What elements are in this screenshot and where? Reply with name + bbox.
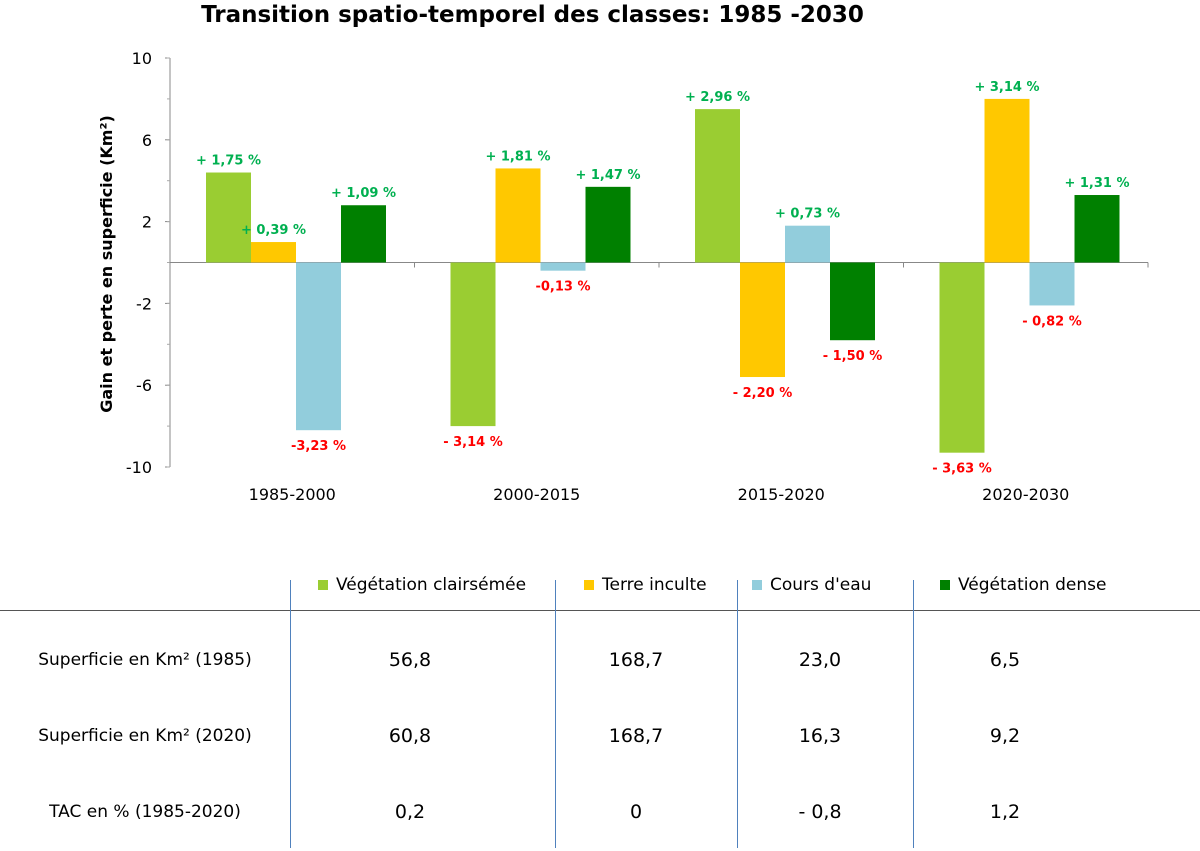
bar <box>585 186 631 263</box>
table-cell: 23,0 <box>798 649 842 671</box>
x-tick-label: 2020-2030 <box>982 485 1069 504</box>
legend-item: Terre inculte <box>584 572 707 598</box>
table-cell: - 0,8 <box>798 801 842 823</box>
data-label: + 1,47 % <box>575 168 640 183</box>
legend-item: Végétation clairsémée <box>318 572 526 598</box>
table-cell: 16,3 <box>798 725 842 747</box>
bar <box>296 262 341 431</box>
legend-swatch <box>584 580 594 590</box>
data-label: - 3,14 % <box>443 435 503 450</box>
legend-swatch <box>940 580 950 590</box>
data-label: + 1,81 % <box>485 149 550 164</box>
y-tick-label: 2 <box>142 213 152 232</box>
bar <box>206 172 251 263</box>
chart-title: Transition spatio-temporel des classes: … <box>201 2 864 28</box>
table-cell: 0,2 <box>394 801 426 823</box>
legend-item: Cours d'eau <box>752 572 871 598</box>
data-label: + 0,39 % <box>241 223 306 238</box>
data-label: + 1,31 % <box>1064 176 1129 191</box>
legend-item: Végétation dense <box>940 572 1106 598</box>
legend-swatch <box>752 580 762 590</box>
table-cell: 9,2 <box>989 725 1021 747</box>
y-tick-label: -2 <box>136 294 152 313</box>
table-column-separator <box>555 580 556 848</box>
x-tick-label: 2000-2015 <box>493 485 580 504</box>
data-label: - 1,50 % <box>823 349 883 364</box>
table-row-label: Superficie en Km² (2020) <box>38 726 252 746</box>
data-label: + 1,75 % <box>196 154 261 169</box>
legend-label: Végétation dense <box>958 575 1107 595</box>
data-label: - 2,20 % <box>733 386 793 401</box>
data-label: + 1,09 % <box>331 186 396 201</box>
legend-label: Cours d'eau <box>770 575 872 595</box>
table-cell: 60,8 <box>388 725 432 747</box>
bar <box>785 225 830 263</box>
bar <box>830 262 875 341</box>
data-label: + 2,96 % <box>685 90 750 105</box>
y-tick-label: -10 <box>126 458 152 477</box>
table-column-separator <box>913 580 914 848</box>
data-label: + 3,14 % <box>974 80 1039 95</box>
table-cell: 168,7 <box>608 649 664 671</box>
bar <box>450 262 496 427</box>
bar <box>740 262 785 378</box>
legend-label: Végétation clairsémée <box>336 575 527 595</box>
data-label: + 0,73 % <box>775 207 840 222</box>
bar <box>251 242 296 263</box>
table-column-separator <box>737 580 738 848</box>
x-tick-label: 1985-2000 <box>249 485 336 504</box>
y-tick-label: 6 <box>142 131 152 150</box>
data-label: - 3,63 % <box>932 462 992 477</box>
bar <box>984 98 1030 263</box>
y-tick-label: 10 <box>132 49 152 68</box>
table-cell: 0 <box>629 801 643 823</box>
bar <box>540 262 586 271</box>
table-row-label: Superficie en Km² (1985) <box>38 650 252 670</box>
table-cell: 168,7 <box>608 725 664 747</box>
table-cell: 56,8 <box>388 649 432 671</box>
y-axis-label: Gain et perte en superficie (Km²) <box>97 115 116 413</box>
bar-chart: 10 6 2 -2 -6 -10 Gain et perte en superficie (… <box>97 49 1149 504</box>
y-tick-label: -6 <box>136 376 152 395</box>
data-label: - 0,82 % <box>1022 314 1082 329</box>
data-label: -0,13 % <box>535 280 590 295</box>
bar <box>341 205 386 263</box>
bar <box>939 262 985 453</box>
bar <box>695 109 740 263</box>
legend-swatch <box>318 580 328 590</box>
table-column-separator <box>290 580 291 848</box>
table-cell: 6,5 <box>989 649 1021 671</box>
table-divider <box>0 610 1200 611</box>
bar <box>495 168 541 263</box>
bar <box>1074 195 1120 263</box>
table-cell: 1,2 <box>989 801 1021 823</box>
table-row-label: TAC en % (1985-2020) <box>49 802 241 822</box>
x-tick-label: 2015-2020 <box>738 485 825 504</box>
bar <box>1029 262 1075 306</box>
data-label: -3,23 % <box>291 439 346 454</box>
legend-label: Terre inculte <box>602 575 707 595</box>
